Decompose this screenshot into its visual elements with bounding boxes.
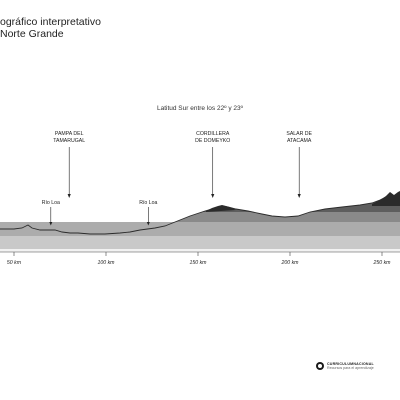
axis-tick-label: 50 km — [7, 260, 22, 266]
axis-tick-label: 150 km — [189, 260, 207, 266]
landform-arrow-head — [297, 194, 301, 198]
axis-tick-label: 200 km — [280, 260, 299, 266]
river-marker-2: Río Loa — [139, 200, 158, 226]
logo-icon — [316, 362, 324, 370]
river-marker-1: Río Loa — [42, 200, 60, 226]
andes-peak — [372, 191, 400, 206]
logo-tagline: Recursos para el aprendizaje — [327, 366, 374, 370]
landform-label-line1: SALAR DE — [286, 131, 312, 137]
landform-label-line2: ATACAMA — [287, 138, 312, 144]
axis-tick-label: 100 km — [97, 260, 115, 266]
title-line-2: Norte Grande — [0, 28, 64, 40]
page-title: ográfico interpretativo Norte Grande — [0, 16, 200, 40]
landform-label-line2: DE DOMEYKO — [195, 138, 230, 144]
axis-tick-label: 250 km — [372, 260, 391, 266]
river-label: Río Loa — [42, 200, 60, 206]
terrain-layer-upper — [0, 212, 400, 222]
landform-label-line1: PAMPA DEL — [55, 131, 84, 137]
river-label: Río Loa — [139, 200, 157, 206]
elevation-band-3 — [0, 249, 400, 252]
terrain-layer-low — [0, 236, 400, 249]
logo-name: CURRICULUMNACIONAL — [327, 362, 374, 366]
curriculum-logo: CURRICULUMNACIONAL Recursos para el apre… — [316, 362, 374, 370]
latitude-subtitle: Latitud Sur entre los 22º y 23º — [156, 105, 244, 112]
landform-label-line1: CORDILLERA — [196, 131, 230, 137]
landform-arrow-head — [67, 194, 71, 198]
landform-arrow-head — [211, 194, 215, 198]
river-arrow-head — [146, 222, 150, 226]
landform-label-line2: TAMARUGAL — [53, 138, 85, 144]
river-arrow-head — [49, 222, 53, 226]
domeyko-peak — [206, 205, 236, 212]
terrain-layers — [0, 192, 400, 249]
title-line-1: ográfico interpretativo — [0, 16, 101, 28]
